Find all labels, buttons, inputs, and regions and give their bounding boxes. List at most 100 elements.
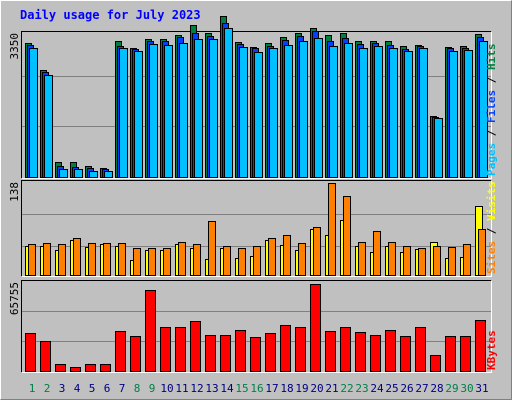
sites-bar-day-2-fill <box>43 243 51 276</box>
pages-bar-day-12-fill <box>194 39 203 178</box>
day-label: 15 <box>235 382 248 395</box>
sites-bar-day-25-outline <box>388 242 396 276</box>
pages-bar-day-3 <box>59 169 68 178</box>
pages-bar-day-29-outline <box>449 51 458 178</box>
sites-bar-day-18 <box>283 235 291 276</box>
sites-bar-day-3-outline <box>58 244 66 276</box>
kbytes-bar-day-12 <box>190 321 201 372</box>
pages-bar-day-14 <box>224 28 233 178</box>
day-label: 25 <box>385 382 398 395</box>
pages-bar-day-14-fill <box>224 28 233 178</box>
pages-bar-day-13-outline <box>209 39 218 178</box>
kbytes-bar-day-16-fill <box>250 337 261 372</box>
pages-bar-day-20-outline <box>314 38 323 178</box>
kbytes-bar-day-30 <box>460 336 471 372</box>
pages-bar-day-1-outline <box>29 48 38 178</box>
sites-bar-day-8-fill <box>133 248 141 276</box>
pages-bar-day-31-outline <box>479 41 488 178</box>
pages-bar-day-10-fill <box>164 45 173 178</box>
sites-bar-day-21-fill <box>328 183 336 276</box>
pages-bar-day-23-outline <box>359 48 368 178</box>
pages-bar-day-25-outline <box>389 48 398 178</box>
kbytes-bar-day-28 <box>430 355 441 372</box>
sites-bar-day-18-fill <box>283 235 291 276</box>
sites-bar-day-3-fill <box>58 244 66 276</box>
sites-bar-day-21-outline <box>328 183 336 276</box>
sites-bar-day-31-outline <box>478 229 486 276</box>
kbytes-bar-day-25-fill <box>385 330 396 372</box>
kbytes-bar-day-23-outline <box>355 332 366 372</box>
sites-bar-day-20 <box>313 227 321 276</box>
sites-bar-day-26-outline <box>403 246 411 276</box>
pages-bar-day-20 <box>314 38 323 178</box>
sites-bar-day-6-outline <box>103 243 111 276</box>
pages-bar-day-28-fill <box>434 118 443 178</box>
sites-bar-day-5-outline <box>88 243 96 276</box>
pages-bar-day-9-outline <box>149 44 158 178</box>
pages-bar-day-7 <box>119 48 128 178</box>
sites-bar-day-1-outline <box>28 244 36 276</box>
sites-bar-day-1 <box>28 244 36 276</box>
sites-bar-day-26-fill <box>403 246 411 276</box>
pages-bar-day-19-outline <box>299 41 308 178</box>
kbytes-bar-day-1 <box>25 333 36 372</box>
kbytes-bar-day-3-fill <box>55 364 66 372</box>
sites-bar-day-19 <box>298 243 306 276</box>
day-label: 22 <box>340 382 353 395</box>
sites-bar-day-7-fill <box>118 243 126 276</box>
ymax-label: 3350 <box>8 33 21 60</box>
kbytes-bar-day-13-fill <box>205 335 216 372</box>
kbytes-bar-day-1-fill <box>25 333 36 372</box>
sites-bar-day-1-fill <box>28 244 36 276</box>
kbytes-bar-day-10 <box>160 327 171 372</box>
pages-bar-day-15-outline <box>239 47 248 178</box>
sites-bar-day-9-outline <box>148 248 156 276</box>
sites-bar-day-20-fill <box>313 227 321 276</box>
kbytes-bar-day-14 <box>220 335 231 372</box>
kbytes-bar-day-30-outline <box>460 336 471 372</box>
sites-bar-day-4-fill <box>73 238 81 276</box>
pages-bar-day-11 <box>179 43 188 178</box>
kbytes-bar-day-29-outline <box>445 336 456 372</box>
kbytes-bar-day-9-fill <box>145 290 156 372</box>
day-label: 3 <box>59 382 66 395</box>
pages-bar-day-15 <box>239 47 248 178</box>
day-label: 5 <box>89 382 96 395</box>
kbytes-bar-day-21 <box>325 331 336 372</box>
pages-bar-day-27 <box>419 48 428 178</box>
kbytes-bar-day-27-outline <box>415 327 426 372</box>
day-label: 8 <box>134 382 141 395</box>
pages-bar-day-9 <box>149 44 158 178</box>
sites-bar-day-10-outline <box>163 248 171 276</box>
pages-bar-day-6-fill <box>104 171 113 178</box>
sites-bar-day-17-fill <box>268 238 276 276</box>
kbytes-bar-day-24-fill <box>370 335 381 372</box>
kbytes-bar-day-11 <box>175 327 186 372</box>
day-label: 4 <box>74 382 81 395</box>
sites-bar-day-21 <box>328 183 336 276</box>
kbytes-bar-day-8-fill <box>130 336 141 372</box>
sites-bar-day-30-outline <box>463 244 471 276</box>
pages-bar-day-22-outline <box>344 43 353 178</box>
kbytes-bar-day-30-fill <box>460 336 471 372</box>
sites-bar-day-17 <box>268 238 276 276</box>
sites-bar-day-12-outline <box>193 244 201 276</box>
kbytes-bar-day-26-outline <box>400 336 411 372</box>
kbytes-bar-day-20-outline <box>310 284 321 372</box>
day-label: 24 <box>370 382 384 395</box>
day-label: 29 <box>445 382 458 395</box>
pages-bar-day-11-outline <box>179 43 188 178</box>
visits-panel-frame-dark <box>21 180 492 277</box>
sites-bar-day-31-fill <box>478 229 486 276</box>
kbytes-bar-day-2-outline <box>40 341 51 372</box>
sites-bar-day-29-fill <box>448 247 456 276</box>
kbytes-bar-day-22 <box>340 327 351 372</box>
pages-bar-day-28 <box>434 118 443 178</box>
kbytes-bar-day-17-outline <box>265 333 276 372</box>
day-label: 6 <box>104 382 111 395</box>
sites-bar-day-6-fill <box>103 243 111 276</box>
sites-bar-day-24-fill <box>373 231 381 276</box>
day-label: 20 <box>310 382 323 395</box>
sites-bar-day-22-outline <box>343 196 351 276</box>
